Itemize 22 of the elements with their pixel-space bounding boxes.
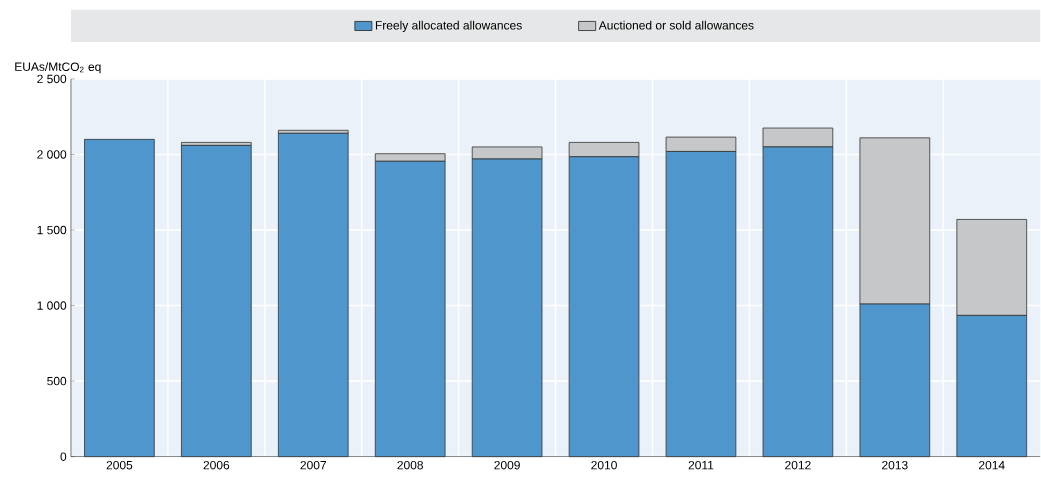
bar (181, 145, 252, 458)
x-tick-label: 2011 (688, 461, 714, 470)
y-tick-label: 0 (60, 452, 67, 462)
x-tick-label: 2009 (494, 461, 520, 470)
y-tick-label: 1 500 (37, 225, 67, 235)
x-tick-label: 2013 (882, 461, 908, 470)
y-tick-label: 1 000 (37, 301, 67, 310)
x-tick-label: 2012 (785, 461, 811, 470)
x-tick-label: 2006 (203, 461, 230, 470)
y-tick-label: 2 000 (37, 150, 67, 159)
x-tick-label: 2014 (979, 461, 1005, 470)
legend-label: Freely allocated allowances (375, 20, 522, 33)
x-tick-label: 2008 (397, 461, 423, 470)
x-tick-label: 2005 (106, 461, 133, 470)
legend-label: Auctioned or sold allowances (598, 20, 754, 30)
x-tick-label: 2010 (591, 461, 617, 470)
y-axis-title: EUAs/MtCO$_{2}$ eq (15, 62, 101, 74)
y-tick-label: 2 500 (37, 74, 67, 84)
x-tick-label: 2007 (300, 461, 326, 470)
bar (277, 133, 349, 458)
bar (84, 139, 155, 458)
y-tick-label: 500 (47, 377, 67, 386)
